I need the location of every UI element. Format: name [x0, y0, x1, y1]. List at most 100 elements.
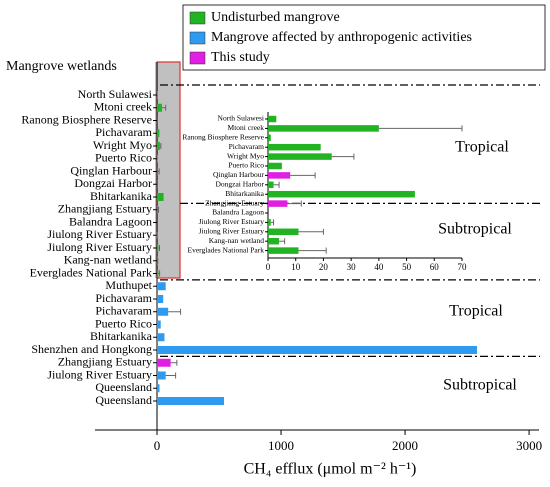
- inset-y-tick-label: Puerto Rico: [228, 161, 264, 170]
- bar: [157, 167, 159, 176]
- inset-y-tick-label: Mtoni creek: [228, 123, 265, 132]
- y-tick-label: Bhitarkanika: [90, 189, 153, 203]
- y-tick-label: Shenzhen and Hongkong: [31, 342, 152, 356]
- legend-box: [182, 4, 546, 71]
- bar: [268, 190, 415, 198]
- y-axis-title: Mangrove wetlands: [6, 59, 117, 74]
- bar: [268, 125, 379, 132]
- inset-y-tick-label: Ranong Biosphere Reserve: [182, 133, 264, 142]
- inset-x-tick-label: 50: [402, 262, 412, 272]
- bar: [157, 346, 477, 354]
- inset-bg: [268, 112, 462, 258]
- inset-x-tick-label: 70: [458, 262, 468, 272]
- bar: [157, 205, 158, 214]
- inset-x-tick-label: 40: [374, 262, 384, 272]
- x-axis-title: CH₄ efflux (μmol m⁻² h⁻¹): [244, 461, 417, 478]
- group-label: Subtropical: [438, 221, 512, 238]
- inset-x-tick-label: 0: [266, 262, 271, 272]
- bar: [157, 129, 160, 138]
- bar: [268, 172, 291, 179]
- y-tick-label: Queensland: [95, 380, 152, 394]
- group-label: Subtropical: [443, 377, 517, 394]
- bar: [157, 307, 169, 316]
- inset-y-tick-label: Dongzai Harbor: [215, 180, 264, 189]
- inset-y-tick-label: Balandra Lagoon: [212, 208, 264, 217]
- bar: [157, 371, 166, 380]
- y-tick-label: Pichavaram: [95, 304, 152, 318]
- inset-y-tick-label: Zhangjiang Estuary: [205, 198, 264, 207]
- y-tick-label: Zhangjiang Estuary: [58, 202, 152, 216]
- bar: [268, 237, 280, 245]
- y-tick-label: Jiulong River Estuary: [47, 367, 152, 381]
- bar: [157, 269, 159, 278]
- y-tick-label: North Sulawesi: [78, 87, 153, 101]
- x-tick-label: 3000: [516, 438, 542, 453]
- bar: [157, 384, 160, 393]
- bar: [268, 115, 277, 123]
- inset-y-tick-label: Everglades National Park: [187, 245, 264, 254]
- bar: [157, 103, 162, 112]
- y-tick-label: Puerto Rico: [95, 316, 152, 330]
- bar: [268, 219, 271, 226]
- y-tick-label: Mtoni creek: [94, 100, 152, 114]
- inset-y-tick-label: Bhitarkanika: [225, 189, 264, 198]
- y-tick-label: Pichavaram: [95, 125, 152, 139]
- legend-swatch: [189, 51, 206, 65]
- y-tick-label: Qinglan Harbour: [70, 163, 152, 177]
- group-label: Tropical: [455, 139, 509, 156]
- y-tick-label: Puerto Rico: [95, 151, 152, 165]
- y-tick-label: Bhitarkanika: [90, 329, 153, 343]
- inset-y-tick-label: Jiulong River Estuary: [199, 217, 265, 226]
- inset-y-tick-label: Wright Myo: [227, 151, 264, 160]
- y-tick-label: Jiulong River Estuary: [47, 240, 152, 254]
- x-tick-label: 1000: [268, 438, 294, 453]
- x-tick-label: 2000: [392, 438, 418, 453]
- bar: [157, 295, 164, 303]
- legend-label: This study: [211, 50, 270, 65]
- inset-y-tick-label: North Sulawesi: [218, 114, 264, 123]
- bar: [157, 333, 165, 342]
- inset-y-tick-label: Kang-nan wetland: [209, 236, 264, 245]
- y-tick-label: Queensland: [95, 393, 152, 407]
- bar: [157, 142, 160, 150]
- y-tick-label: Balandra Lagoon: [69, 214, 152, 228]
- bar: [268, 228, 299, 236]
- group-label: Tropical: [449, 303, 503, 320]
- legend-label: Undisturbed mangrove: [211, 10, 340, 25]
- y-tick-label: Dongzai Harbor: [74, 176, 152, 190]
- bar: [268, 247, 299, 254]
- bar: [157, 397, 224, 405]
- bar: [157, 244, 159, 252]
- x-tick-label: 0: [154, 438, 161, 453]
- y-tick-label: Pichavaram: [95, 291, 152, 305]
- legend-swatch: [189, 31, 206, 45]
- inset-x-tick-label: 10: [291, 262, 301, 272]
- inset-y-tick-label: Jiulong River Estuary: [199, 227, 265, 236]
- bar: [157, 193, 164, 201]
- inset-y-tick-label: Pichavaram: [229, 142, 265, 151]
- bar: [268, 134, 271, 142]
- y-tick-label: Jiulong River Estuary: [47, 227, 152, 241]
- bar: [157, 282, 166, 291]
- bar: [268, 143, 321, 151]
- y-tick-label: Everglades National Park: [30, 265, 152, 279]
- bar: [268, 162, 282, 170]
- legend-label: Mangrove affected by anthropogenic activ…: [211, 30, 472, 45]
- bar: [268, 200, 288, 207]
- y-tick-label: Ranong Biosphere Reserve: [21, 112, 152, 126]
- legend-swatch: [189, 11, 206, 25]
- y-tick-label: Zhangjiang Estuary: [58, 355, 152, 369]
- bar: [268, 181, 274, 189]
- bar: [157, 358, 171, 367]
- inset-x-tick-label: 30: [347, 262, 357, 272]
- inset-y-tick-label: Qinglan Harbour: [213, 170, 265, 179]
- bar: [157, 154, 158, 163]
- inset-x-tick-label: 20: [319, 262, 329, 272]
- bar: [268, 153, 332, 160]
- y-tick-label: Kang-nan wetland: [64, 253, 152, 267]
- y-tick-label: Muthupet: [105, 278, 152, 292]
- inset-x-tick-label: 60: [430, 262, 440, 272]
- y-tick-label: Wright Myo: [93, 138, 152, 152]
- bar: [157, 320, 161, 329]
